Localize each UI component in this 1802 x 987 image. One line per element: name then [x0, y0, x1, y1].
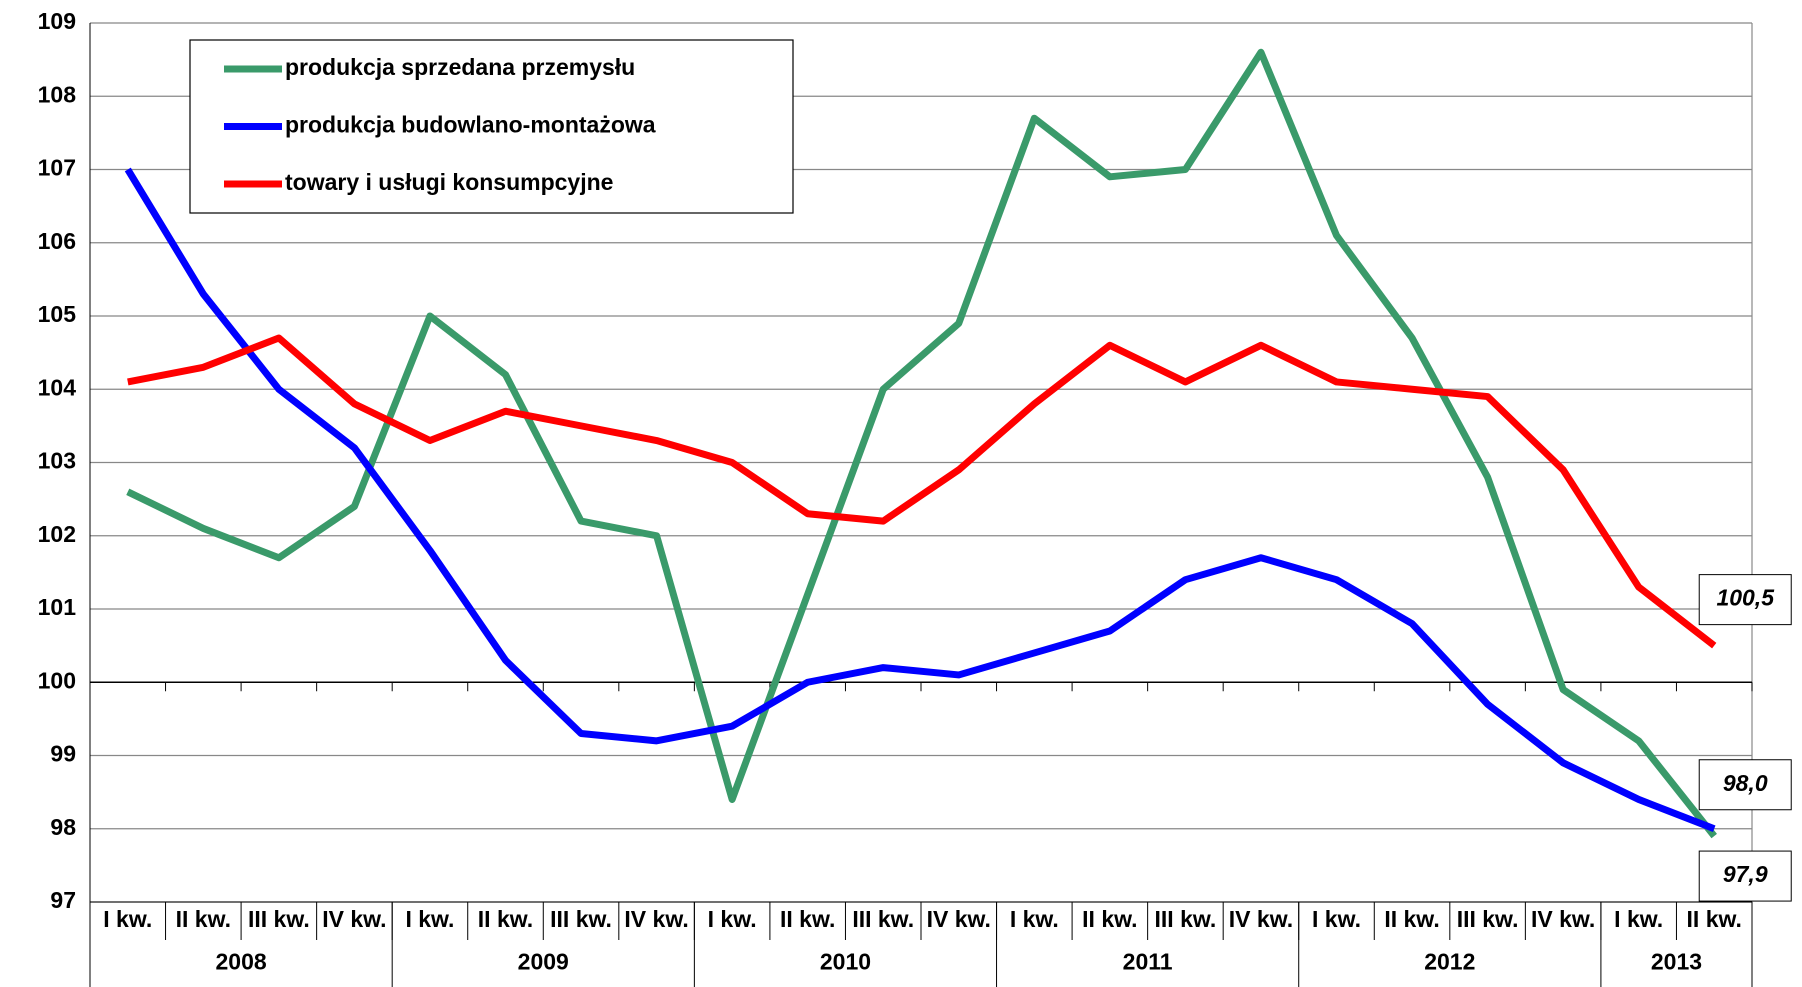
- x-tick-label: III kw.: [1457, 906, 1519, 932]
- y-tick-label: 103: [38, 448, 76, 474]
- y-tick-label: 107: [38, 155, 76, 181]
- x-tick-label: II kw.: [478, 906, 533, 932]
- x-tick-label: I kw.: [1010, 906, 1059, 932]
- x-tick-label: IV kw.: [322, 906, 386, 932]
- year-label: 2009: [518, 949, 569, 975]
- x-tick-label: I kw.: [405, 906, 454, 932]
- series-line: [124, 167, 1716, 833]
- value-label: 100,5: [1716, 585, 1775, 611]
- x-tick-label: II kw.: [1082, 906, 1137, 932]
- x-tick-label: III kw.: [1155, 906, 1217, 932]
- x-tick-label: III kw.: [248, 906, 310, 932]
- x-tick-label: III kw.: [550, 906, 612, 932]
- y-tick-label: 97: [50, 887, 76, 913]
- year-label: 2013: [1651, 949, 1702, 975]
- legend-label: towary i usługi konsumpcyjne: [285, 169, 613, 195]
- y-tick-label: 109: [38, 8, 76, 34]
- x-tick-label: IV kw.: [1229, 906, 1293, 932]
- value-label-box: [1698, 759, 1792, 811]
- year-label: 2011: [1123, 949, 1173, 975]
- year-label: 2012: [1424, 949, 1475, 975]
- legend-label: produkcja budowlano-montażowa: [285, 112, 656, 138]
- value-label: 98,0: [1723, 770, 1768, 796]
- y-tick-label: 99: [50, 741, 76, 767]
- value-label-box: [1698, 574, 1792, 626]
- x-tick-label: I kw.: [1614, 906, 1663, 932]
- y-tick-label: 105: [38, 301, 77, 327]
- x-tick-label: II kw.: [1384, 906, 1439, 932]
- y-tick-label: 104: [38, 374, 77, 400]
- y-tick-label: 100: [38, 667, 76, 693]
- y-tick-label: 101: [38, 594, 77, 620]
- value-label: 97,9: [1723, 861, 1768, 887]
- x-tick-label: IV kw.: [927, 906, 991, 932]
- x-tick-label: IV kw.: [624, 906, 688, 932]
- x-tick-label: I kw.: [1312, 906, 1361, 932]
- x-tick-label: II kw.: [780, 906, 835, 932]
- series-line: [127, 334, 1717, 649]
- x-tick-label: II kw.: [1687, 906, 1742, 932]
- legend-box: [189, 39, 794, 214]
- y-tick-label: 106: [38, 228, 76, 254]
- x-tick-label: I kw.: [708, 906, 757, 932]
- x-tick-label: IV kw.: [1531, 906, 1595, 932]
- year-label: 2010: [820, 949, 871, 975]
- x-tick-label: I kw.: [103, 906, 152, 932]
- y-tick-label: 98: [50, 814, 76, 840]
- series-line: [126, 48, 1717, 839]
- legend-label: produkcja sprzedana przemysłu: [285, 54, 635, 80]
- y-tick-label: 102: [38, 521, 76, 547]
- year-label: 2008: [216, 949, 267, 975]
- x-tick-label: III kw.: [852, 906, 914, 932]
- value-label-box: [1698, 850, 1792, 902]
- y-tick-label: 108: [38, 81, 77, 107]
- x-tick-label: II kw.: [176, 906, 231, 932]
